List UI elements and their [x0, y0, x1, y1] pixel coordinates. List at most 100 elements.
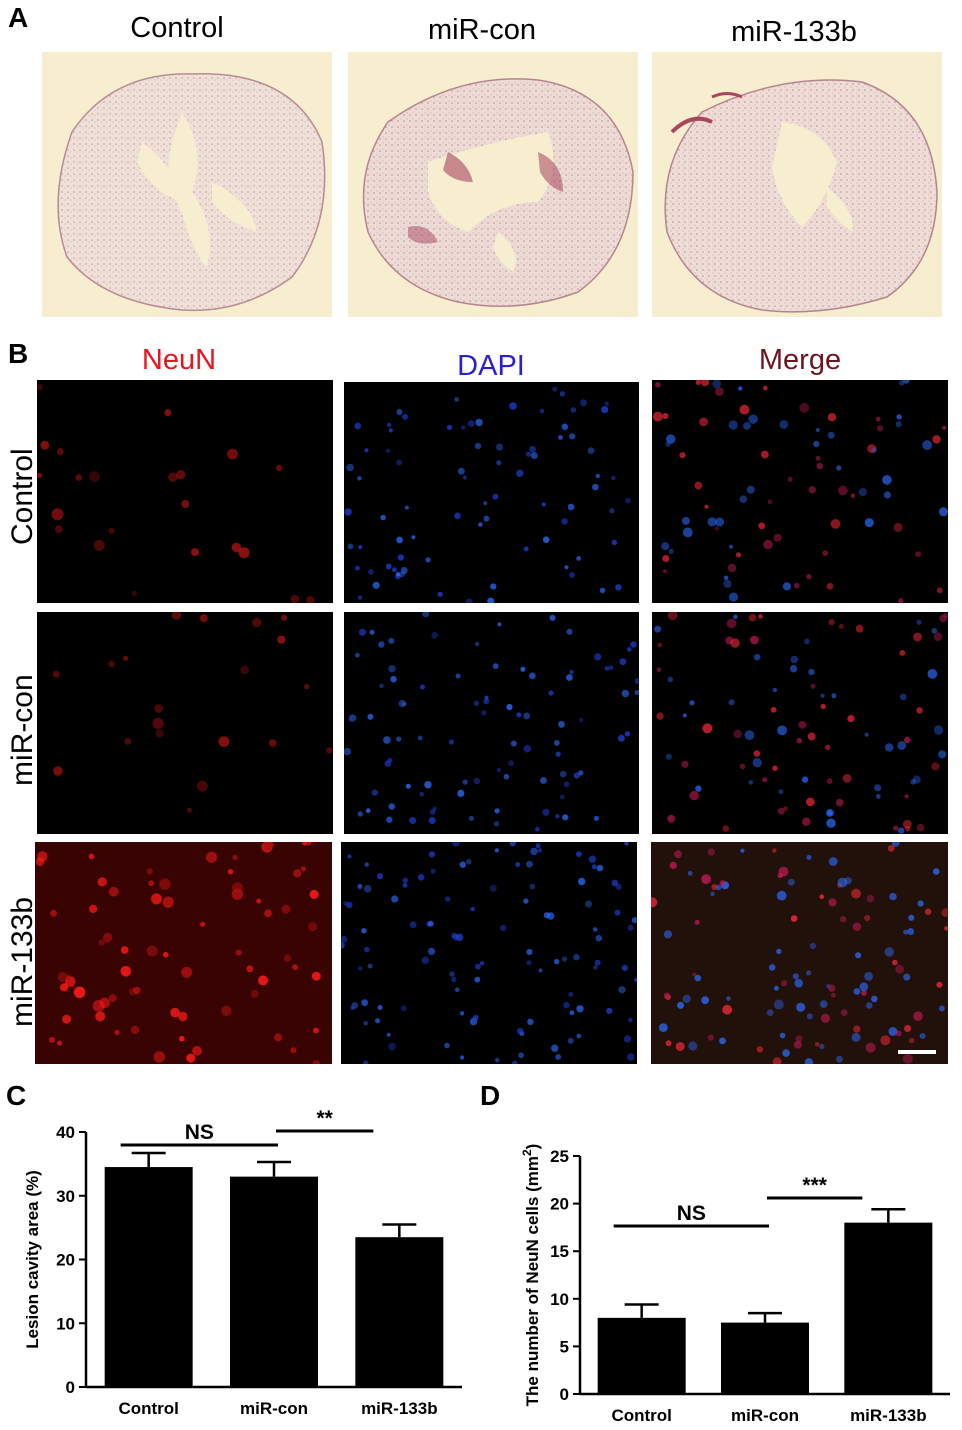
cell-dot	[806, 797, 815, 807]
bar	[230, 1176, 318, 1387]
cell-dot	[357, 595, 363, 600]
cell-dot	[541, 502, 546, 507]
cell-dot	[133, 986, 141, 995]
cell-dot	[40, 440, 50, 450]
cell-dot	[728, 420, 738, 430]
cell-dot	[712, 380, 721, 389]
cell-dot	[614, 909, 621, 916]
cell-dot	[694, 919, 700, 925]
cell-dot	[98, 939, 105, 946]
x-tick-label: miR-con	[731, 1406, 799, 1425]
cell-dot	[916, 619, 922, 625]
cell-dot	[782, 582, 791, 591]
cell-dot	[306, 596, 315, 603]
panel-c-chart: 0 10 20 30 40 Control miR-con miR-133b NS ** Lesio…	[23, 1107, 462, 1418]
cell-dot	[594, 959, 601, 966]
cell-dot	[681, 516, 690, 525]
cell-dot	[326, 747, 333, 754]
cell-dot	[452, 842, 460, 847]
cell-dot	[517, 1028, 524, 1035]
cell-dot	[865, 1042, 876, 1053]
cell-dot	[484, 695, 489, 700]
cell-dot	[722, 825, 729, 832]
cell-dot	[497, 622, 502, 627]
cell-dot	[363, 1060, 369, 1064]
cell-dot	[804, 1058, 814, 1064]
cell-dot	[558, 435, 563, 440]
cell-dot	[667, 676, 674, 683]
cell-dot	[770, 706, 777, 713]
cell-dot	[54, 525, 63, 534]
cell-dot	[861, 989, 867, 996]
cell-dot	[723, 579, 732, 588]
cell-dot	[591, 864, 597, 870]
cell-dot	[611, 539, 618, 546]
cell-dot	[475, 963, 481, 970]
cell-dot	[695, 380, 701, 385]
cell-dot	[344, 747, 351, 756]
cell-dot	[391, 895, 399, 903]
cell-dot	[455, 933, 464, 942]
x-tick-label: Control	[118, 1399, 178, 1418]
cell-dot	[388, 637, 395, 644]
cell-dot	[682, 713, 687, 718]
cell-dot	[154, 704, 163, 713]
cell-dot	[102, 932, 113, 943]
cell-dot	[422, 612, 430, 618]
cell-dot	[815, 455, 821, 461]
cell-dot	[465, 598, 473, 603]
cell-dot	[411, 535, 416, 540]
cell-dot	[753, 653, 761, 661]
cell-dot	[305, 842, 312, 846]
cell-dot	[931, 628, 938, 634]
cell-dot	[864, 972, 873, 981]
cell-dot	[535, 843, 541, 849]
cell-dot	[851, 888, 861, 899]
cell-dot	[689, 700, 695, 706]
cell-dot	[89, 471, 100, 482]
cell-dot	[623, 1035, 632, 1043]
cell-dot	[897, 741, 907, 750]
cell-dot	[354, 422, 362, 430]
cell-dot	[815, 427, 820, 433]
cell-dot	[341, 942, 345, 949]
cell-dot	[569, 572, 575, 578]
cell-dot	[494, 848, 499, 853]
cell-dot	[564, 565, 569, 570]
cell-dot	[386, 422, 392, 428]
cell-dot	[657, 642, 663, 648]
cell-dot	[388, 803, 395, 810]
cell-dot	[368, 568, 374, 575]
micrograph-texture	[344, 612, 639, 832]
cell-dot	[108, 660, 116, 668]
panel-b-letter: B	[8, 338, 29, 369]
cell-dot	[512, 1060, 518, 1064]
dapi-mir-133b	[341, 842, 637, 1064]
cell-dot	[478, 522, 483, 527]
cell-dot	[681, 760, 689, 768]
cell-dot	[587, 447, 595, 455]
cell-dot	[772, 848, 777, 853]
cell-dot	[798, 721, 807, 729]
cell-dot	[569, 670, 574, 675]
significance-label: NS	[185, 1121, 214, 1144]
micrograph-texture	[654, 612, 948, 834]
cell-dot	[467, 420, 475, 427]
cell-dot	[836, 1055, 843, 1063]
cell-dot	[552, 386, 558, 392]
y-tick-label: 15	[550, 1242, 569, 1261]
cell-dot	[400, 567, 408, 574]
cell-dot	[274, 1033, 283, 1042]
cell-dot	[573, 772, 580, 779]
cell-dot	[896, 414, 902, 420]
cell-dot	[792, 973, 799, 980]
cell-dot	[454, 397, 460, 402]
cell-dot	[630, 641, 637, 648]
cell-dot	[427, 920, 434, 927]
cell-dot	[694, 974, 702, 982]
cell-dot	[256, 898, 262, 904]
cell-dot	[473, 700, 480, 707]
cell-dot	[663, 992, 671, 1000]
cell-dot	[227, 448, 239, 460]
cell-dot	[859, 982, 869, 992]
